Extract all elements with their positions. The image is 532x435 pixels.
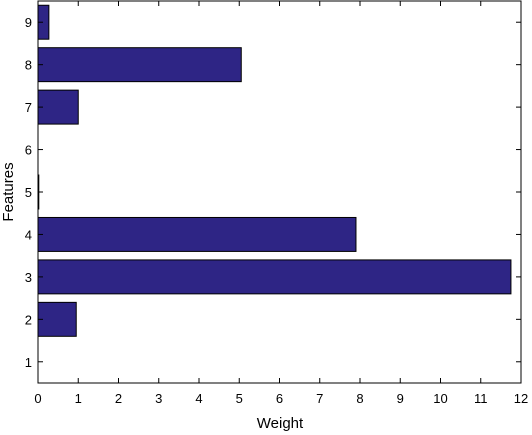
- x-tick-label: 3: [155, 391, 162, 406]
- y-tick-label: 9: [25, 15, 32, 30]
- y-tick-label: 8: [25, 58, 32, 73]
- bar-feature-7: [37, 89, 79, 125]
- x-tick-label: 7: [316, 391, 323, 406]
- x-tick-label: 5: [236, 391, 243, 406]
- bar-feature-8: [37, 47, 242, 83]
- x-tick-label: 12: [514, 391, 528, 406]
- bar-feature-4: [37, 216, 357, 252]
- y-tick-label: 7: [25, 100, 32, 115]
- y-tick-label: 5: [25, 185, 32, 200]
- x-tick-label: 2: [115, 391, 122, 406]
- x-tick-label: 6: [276, 391, 283, 406]
- x-tick-label: 10: [433, 391, 447, 406]
- y-axis-title: Features: [0, 162, 17, 221]
- y-tick-label: 3: [25, 270, 32, 285]
- x-tick-label: 0: [34, 391, 41, 406]
- y-tick-label: 6: [25, 143, 32, 158]
- bars-group: [37, 4, 512, 337]
- x-tick-label: 9: [397, 391, 404, 406]
- x-tick-label: 8: [356, 391, 363, 406]
- x-tick-label: 11: [474, 391, 488, 406]
- y-axis-ticks: 1 2 3 4 5 6 7 8 9: [25, 15, 521, 370]
- bar-feature-3: [37, 259, 512, 295]
- x-tick-label: 4: [195, 391, 202, 406]
- y-tick-label: 2: [25, 312, 32, 327]
- x-tick-label: 1: [75, 391, 82, 406]
- x-axis-ticks: 0 1 2 3 4 5 6 7 8 9 10 11 12: [34, 1, 528, 406]
- y-tick-label: 1: [25, 355, 32, 370]
- bar-feature-2: [37, 301, 77, 337]
- x-axis-title: Weight: [257, 415, 304, 432]
- y-tick-label: 4: [25, 227, 32, 242]
